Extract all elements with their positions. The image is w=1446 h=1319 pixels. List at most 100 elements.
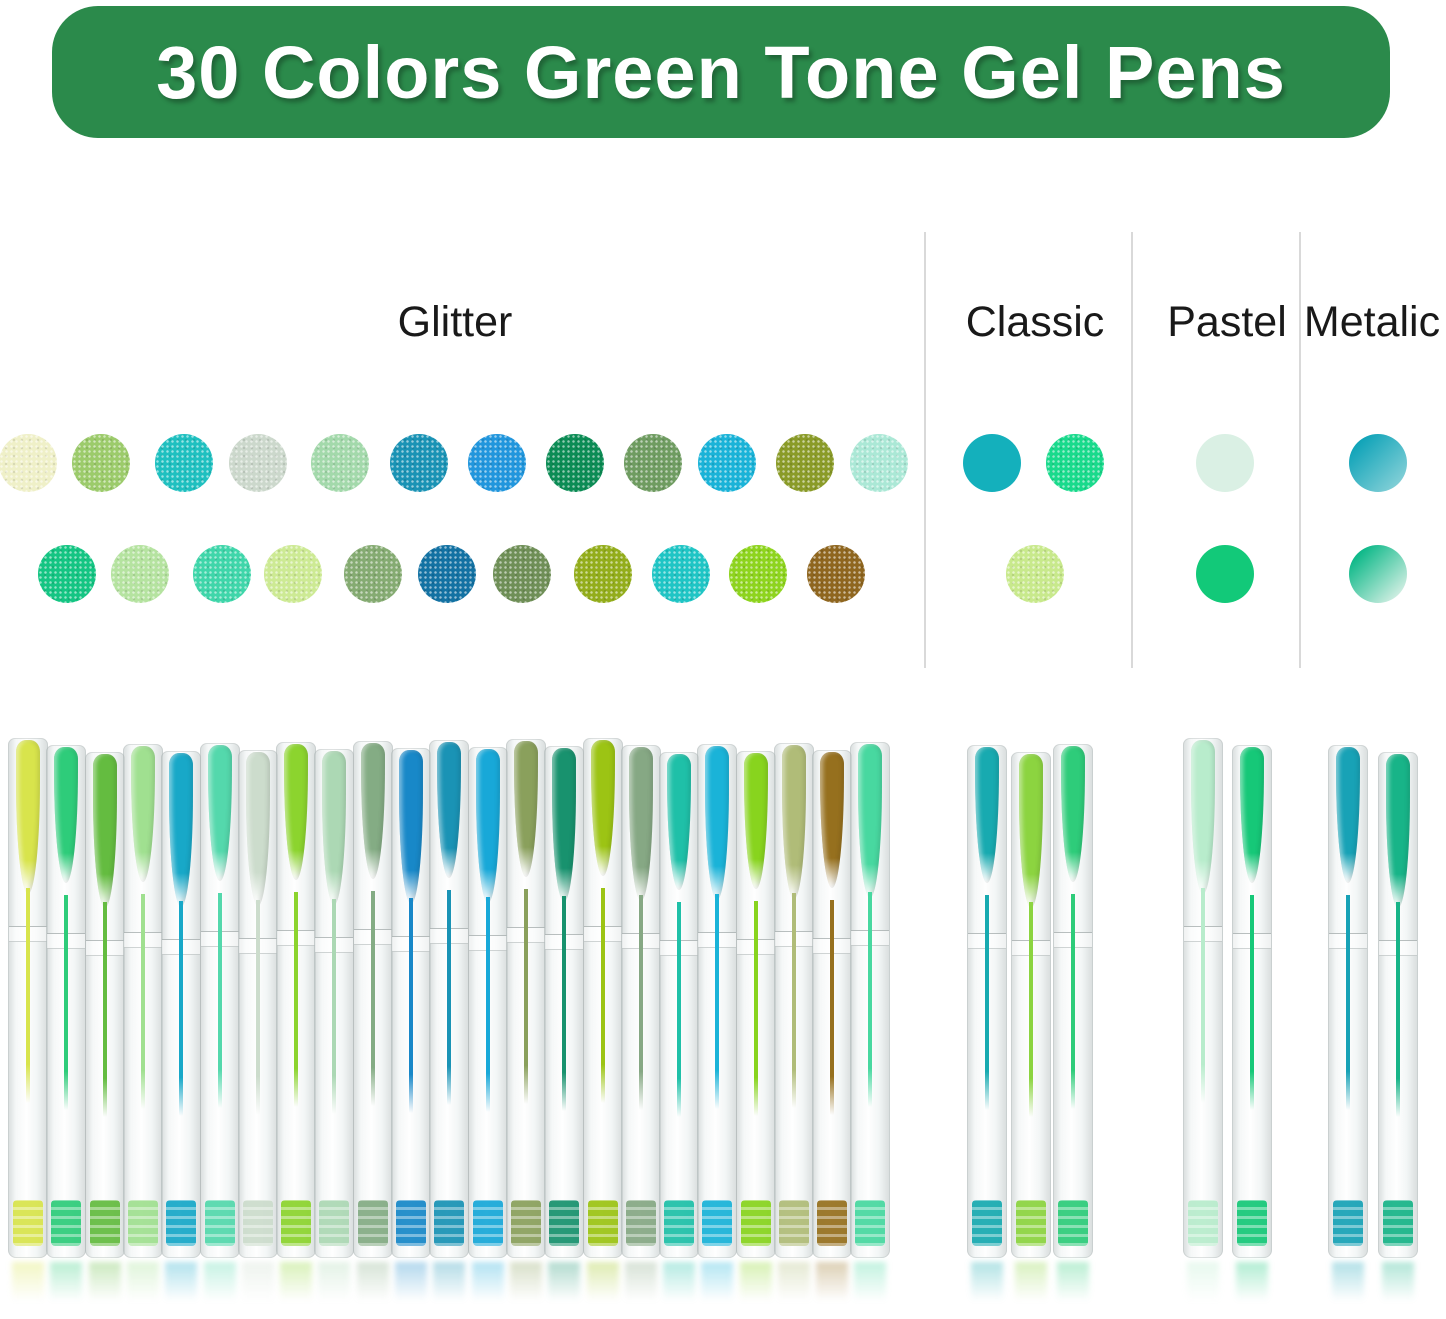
pen-ink-line <box>830 900 834 1115</box>
pen-bottom-band <box>817 1200 847 1246</box>
pen-bottom-band <box>1058 1200 1088 1246</box>
pen-reflection <box>587 1262 619 1308</box>
swatch-dot <box>155 434 213 492</box>
gel-pen <box>583 738 623 1308</box>
pen-bottom-band <box>473 1200 503 1246</box>
swatch-dot <box>574 545 632 603</box>
pen-ink-line <box>64 895 68 1110</box>
pen-bottom-band <box>434 1200 464 1246</box>
pen-reflection <box>357 1262 389 1308</box>
pen-reflection <box>50 1262 82 1308</box>
gel-pen <box>200 743 240 1308</box>
pen-reflection <box>854 1262 886 1308</box>
swatch-dot <box>1349 434 1407 492</box>
gel-pen <box>46 745 86 1308</box>
gel-pen <box>353 741 393 1308</box>
pen-reflection <box>1332 1262 1364 1308</box>
pen-reflection <box>625 1262 657 1308</box>
pen-reflection <box>1382 1262 1414 1308</box>
pen-bottom-band <box>741 1200 771 1246</box>
pen-reflection <box>1236 1262 1268 1308</box>
swatch-dot <box>963 434 1021 492</box>
pen-reflection <box>395 1262 427 1308</box>
pen-bottom-band <box>205 1200 235 1246</box>
pen-ink-line <box>1396 902 1400 1117</box>
product-banner: 30 Colors Green Tone Gel Pens <box>52 6 1390 138</box>
swatch-dot <box>72 434 130 492</box>
gel-pen <box>736 751 776 1308</box>
swatch-dot <box>729 545 787 603</box>
pen-ink-line <box>371 891 375 1106</box>
section-label-pastel: Pastel <box>1167 298 1287 346</box>
swatch-dot <box>652 545 710 603</box>
pen-ink-line <box>985 895 989 1110</box>
swatch-dot <box>546 434 604 492</box>
swatch-dot <box>418 545 476 603</box>
swatch-dot <box>311 434 369 492</box>
swatch-dot <box>264 545 322 603</box>
banner-title: 30 Colors Green Tone Gel Pens <box>156 30 1286 114</box>
pen-ink-line <box>1071 894 1075 1109</box>
divider <box>924 232 926 668</box>
gel-pen <box>161 751 201 1308</box>
gel-pen <box>812 750 852 1308</box>
pen-bottom-band <box>51 1200 81 1246</box>
pen-ink-line <box>1201 888 1205 1103</box>
gel-pen <box>85 752 125 1308</box>
pen-ink-line <box>141 894 145 1109</box>
swatch-dot <box>493 545 551 603</box>
swatch-dot <box>390 434 448 492</box>
pen-ink-line <box>639 895 643 1110</box>
gel-pen <box>506 739 546 1308</box>
pen-reflection <box>701 1262 733 1308</box>
divider <box>1299 232 1301 668</box>
pen-bottom-band <box>358 1200 388 1246</box>
swatch-dot <box>1046 434 1104 492</box>
swatch-dot <box>698 434 756 492</box>
divider <box>1131 232 1133 668</box>
pen-bottom-band <box>166 1200 196 1246</box>
pen-ink-line <box>601 888 605 1103</box>
pen-ink-line <box>256 900 260 1115</box>
pen-ink-line <box>754 901 758 1116</box>
pen-reflection <box>433 1262 465 1308</box>
pen-ink-line <box>218 893 222 1108</box>
gel-pen <box>8 738 48 1308</box>
pen-reflection <box>12 1262 44 1308</box>
gel-pen <box>967 745 1007 1308</box>
pen-reflection <box>127 1262 159 1308</box>
swatch-dot <box>776 434 834 492</box>
pen-reflection <box>663 1262 695 1308</box>
pen-bottom-band <box>1016 1200 1046 1246</box>
pen-ink-line <box>1346 895 1350 1110</box>
gel-pen <box>1378 752 1418 1308</box>
pen-bottom-band <box>588 1200 618 1246</box>
pen-reflection <box>778 1262 810 1308</box>
gel-pen <box>468 747 508 1308</box>
pen-bottom-band <box>243 1200 273 1246</box>
pen-ink-line <box>486 897 490 1112</box>
pen-reflection <box>204 1262 236 1308</box>
pen-reflection <box>971 1262 1003 1308</box>
gel-pen <box>391 748 431 1308</box>
pen-reflection <box>548 1262 580 1308</box>
pen-reflection <box>510 1262 542 1308</box>
pen-bottom-band <box>1188 1200 1218 1246</box>
pen-ink-line <box>409 898 413 1113</box>
pen-bottom-band <box>855 1200 885 1246</box>
pen-reflection <box>1187 1262 1219 1308</box>
gel-pen <box>850 742 890 1308</box>
pen-bottom-band <box>626 1200 656 1246</box>
pen-bottom-band <box>511 1200 541 1246</box>
pen-bottom-band <box>1237 1200 1267 1246</box>
pen-reflection <box>280 1262 312 1308</box>
pen-reflection <box>242 1262 274 1308</box>
swatch-dot <box>193 545 251 603</box>
pen-bottom-band <box>1383 1200 1413 1246</box>
gel-pen <box>1232 745 1272 1308</box>
pen-ink-line <box>103 902 107 1117</box>
gel-pen <box>774 743 814 1308</box>
pen-bottom-band <box>90 1200 120 1246</box>
pen-bottom-band <box>972 1200 1002 1246</box>
